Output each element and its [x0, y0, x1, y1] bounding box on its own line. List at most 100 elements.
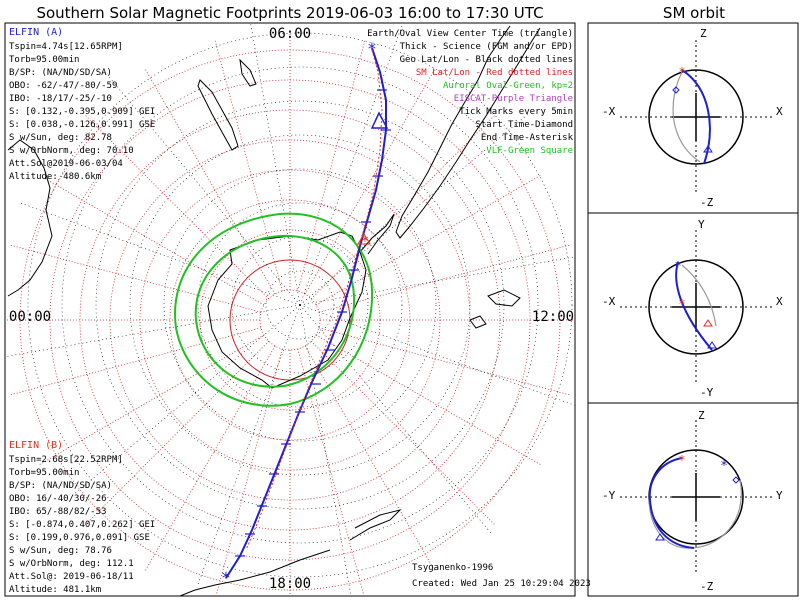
legend-line-6: Tick Marks every 5min: [459, 107, 573, 117]
legend-line-4: Auroral Oval-Green, kp=2: [443, 81, 573, 91]
elfin-b-line-1: Torb=95.00min: [9, 468, 79, 478]
small-islands: [469, 289, 521, 329]
new-zealand-coast-2: [239, 58, 257, 87]
sm-lat-circle: [259, 289, 321, 351]
elfin-a-line-6: S: [0.038,-0.126,0.991] GSE: [9, 120, 155, 130]
elfin-a-line-0: Tspin=4.74s[12.65RPM]: [9, 42, 123, 52]
elfin-b-line-0: Tspin=2.68s[22.52RPM]: [9, 455, 123, 465]
legend-line-3: SM Lat/Lon - Red dotted lines: [416, 68, 573, 78]
elfin-b-line-5: S: [-0.874,0.407,0.262] GEI: [9, 520, 155, 530]
panel3-right: Y: [776, 489, 783, 502]
africa-coast: [179, 549, 331, 596]
elfin-a-line-2: B/SP: (NA/ND/SD/SA): [9, 68, 112, 78]
geo-lat-circle: [129, 134, 471, 476]
footprint-map: * * *: [5, 23, 575, 596]
sm-lon-line: [310, 114, 496, 300]
legend-line-8: End Time-Asterisk: [481, 133, 574, 143]
panel2-top: Y: [698, 218, 705, 231]
sm-lon-line: [144, 345, 276, 572]
mlt-label-bottom: 18:00: [269, 576, 311, 592]
sm-lon-line: [297, 39, 366, 292]
elfin-a-line-3: OBO: -62/-47/-80/-59: [9, 81, 117, 91]
mlt-label-top: 06:00: [269, 26, 311, 42]
sm-lon-line: [9, 327, 262, 396]
sm-lon-line: [215, 348, 283, 596]
panel3-orbit-a: [648, 457, 695, 549]
sm-lon-line: [304, 68, 436, 295]
elfin-a-line-7: S w/Sun, deg: 82.78: [9, 133, 112, 143]
sm-lon-line: [84, 340, 270, 526]
geo-latlon-grid: [5, 23, 575, 596]
map-legend: Earth/Oval View Center Time (triangle) T…: [367, 29, 573, 156]
panel2-asterisk-b: *: [678, 297, 685, 311]
elfin-a-info: ELFIN (A) Tspin=4.74s[12.65RPM] Torb=95.…: [9, 27, 155, 182]
elfin-b-line-7: S w/Sun, deg: 78.76: [9, 546, 112, 556]
mlt-label-left: 00:00: [9, 309, 51, 325]
elfin-a-end-asterisk: *: [367, 39, 377, 58]
geo-lat-circle: [163, 168, 437, 442]
panel3-top: Z: [698, 409, 705, 422]
legend-line-2: Geo Lat/Lon - Black dotted lines: [400, 55, 573, 65]
panel3-asterisk-b: *: [678, 453, 685, 467]
legend-line-9: VLF-Green Square: [486, 146, 573, 156]
sm-latlon-grid: [5, 30, 575, 596]
panel1-earth-circle: [648, 69, 744, 165]
elfin-a-line-10: Altitude: 480.6km: [9, 172, 101, 182]
panel1-orbit-b: [672, 71, 701, 163]
elfin-a-line-8: S w/OrbNorm, deg: 70.10: [9, 146, 134, 156]
panel3-orbit-b: [648, 479, 742, 549]
sm-lon-line: [310, 340, 496, 526]
panel1-right: X: [776, 105, 783, 118]
panel3-bottom: -Z: [700, 580, 714, 593]
elfin-b-line-3: OBO: 16/-40/30/-26: [9, 494, 107, 504]
panel1-bottom: -Z: [700, 196, 714, 209]
sm-lon-line: [9, 244, 262, 313]
australia-coast: [7, 139, 53, 297]
panel2-asterisk-a: *: [674, 259, 681, 273]
sm-lon-line: [84, 114, 270, 300]
elfin-b-line-2: B/SP: (NA/ND/SD/SA): [9, 481, 112, 491]
orbit-panel-xy: Y -Y -X X * *: [602, 218, 783, 399]
sm-lon-line: [38, 334, 265, 466]
sm-lon-line: [315, 334, 542, 466]
panel3-triangle: [655, 533, 665, 541]
legend-line-0: Earth/Oval View Center Time (triangle): [367, 29, 573, 39]
geo-lat-circle: [265, 270, 335, 340]
africa-coast-2: [349, 509, 402, 541]
legend-line-1: Thick - Science (FGM and/or EPD): [400, 42, 573, 52]
auroral-oval-inner: [194, 234, 356, 388]
panel1-top: Z: [700, 27, 707, 40]
sm-lon-line: [318, 244, 571, 313]
panel1-diamond: [672, 86, 680, 94]
sm-lon-line: [315, 174, 542, 306]
sm-lon-line: [304, 345, 436, 572]
geo-lon-line: [299, 23, 404, 306]
panel3-diamond: [732, 476, 740, 484]
elfin-b-name: ELFIN (B): [9, 440, 63, 451]
legend-line-7: Start Time-Diamond: [475, 120, 573, 130]
geo-lat-circle: [27, 32, 573, 578]
sm-lon-line: [144, 68, 276, 295]
panel1-triangle: [703, 145, 713, 153]
elfin-a-start-asterisk: *: [221, 568, 231, 587]
panel2-earth-circle: [648, 259, 744, 355]
footer-created: Created: Wed Jan 25 10:29:04 2023: [412, 579, 591, 589]
sm-lon-line: [318, 327, 571, 396]
geo-lat-circle: [197, 202, 403, 408]
antarctic-peninsula: [359, 213, 395, 255]
elfin-a-line-9: Att.Sol@2019-06-03/04: [9, 159, 123, 169]
panel2-triangle-a: [707, 341, 717, 349]
panel2-right: X: [776, 295, 783, 308]
panel2-orbit-b: [681, 264, 717, 327]
footer-author: Tsyganenko-1996: [412, 563, 493, 573]
elfin-a-line-1: Torb=95.00min: [9, 55, 79, 65]
elfin-b-info: ELFIN (B) Tspin=2.68s[22.52RPM] Torb=95.…: [9, 440, 155, 595]
sm-lon-line: [38, 174, 265, 306]
sm-lon-line: [214, 39, 283, 292]
elfin-a-center-triangle: [370, 111, 389, 129]
geo-lat-circle: [231, 236, 369, 374]
auroral-oval-outer: [174, 212, 374, 407]
orbit-panel-xz: Z -Z -X X *: [602, 27, 783, 209]
geo-lon-line: [250, 23, 301, 306]
